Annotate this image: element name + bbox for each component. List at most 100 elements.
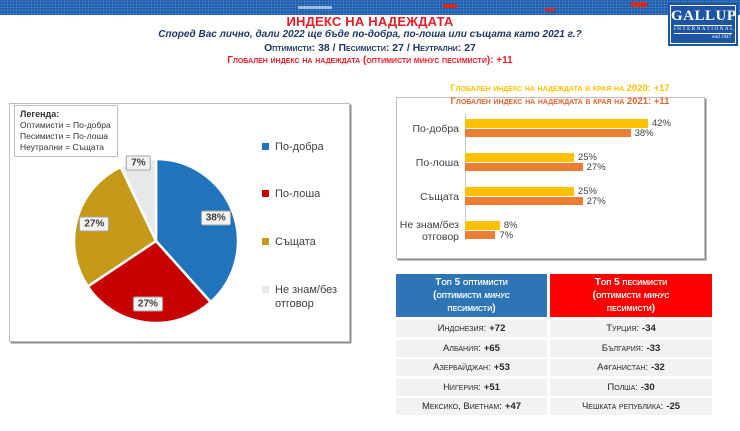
country-label: България: [601,342,644,354]
bar-2021 [465,230,496,239]
country-value: -30 [640,381,655,393]
pessimists-table: Топ 5 песимисти (оптимисти минус песимис… [550,274,712,418]
country-label: Албания: [443,342,481,354]
bar-category-label: По-лоша [415,157,459,169]
country-label: Турция: [606,323,640,334]
table-row: Азербайджан: +53 [396,359,547,376]
optimists-rows: Индонезия: +72 Албания: +65 Азербайджан: +53 Н… [396,317,547,418]
country-value: -32 [651,362,665,373]
stats-line: Оптимисти: 38 / Песимисти: 27 / Неутралн… [264,42,476,54]
optimists-table-header: Топ 5 оптимисти (оптимисти минус песимис… [396,274,547,317]
bar-value-label: 25% [577,152,597,163]
pessimists-table-header: Топ 5 песимисти (оптимисти минус песимис… [550,274,712,317]
gallup-logo-established: estd 1947 [711,35,731,40]
country-value: +51 [483,381,500,393]
banner-decoration [545,8,555,11]
legend-box-line: Песимисти = По-лоша [20,131,109,141]
pie-chart-panel: Легенда: Оптимисти = По-добра Песимисти … [9,103,350,342]
table-row: Индонезия: +72 [396,320,547,337]
bar-2021 [465,128,631,137]
table-header-line: (оптимисти минус [433,290,510,301]
gallup-logo-name: GALLUP [671,8,736,24]
pie-chart [72,157,240,325]
pessimists-rows: Турция: -34 България: -33 Афганистан: -32 Полш… [550,317,712,418]
country-label: Нигерия: [443,381,481,393]
optimists-table: Топ 5 оптимисти (оптимисти минус песимис… [396,274,547,418]
pie-data-label: 27% [79,216,110,232]
survey-question: Според Вас лично, дали 2022 ще бъде по-д… [158,29,582,40]
country-label: Индонезия: [437,323,487,334]
bar-value-label: 27% [586,161,606,173]
country-value: -34 [642,323,656,334]
table-row: Полша: -30 [550,378,712,396]
bar-value-label: 25% [577,186,597,197]
pie-legend-item: Същата [262,235,348,249]
country-value: +47 [504,401,522,412]
pie-legend-item: Не знам/без отговор [262,283,348,311]
pie-legend-item: По-добра [262,140,348,154]
table-header-line: песимисти) [447,303,496,314]
bar-value-label: 8% [503,220,518,231]
legend-box: Легенда: Оптимисти = По-добра Песимисти … [14,105,118,157]
pie-legend-item: По-лоша [262,187,348,201]
legend-label: По-лоша [275,188,321,200]
country-value: -25 [666,401,681,412]
bar-2020 [465,153,574,162]
pie-slice-3 [72,165,158,288]
pie-data-label: 38% [200,210,231,226]
bar-value-label: 7% [499,229,514,241]
table-row: Чешката република: -25 [550,398,712,415]
country-label: Мексико, Виетнам: [421,401,502,412]
country-label: Азербайджан: [433,362,491,373]
legend-swatch [262,143,269,150]
legend-label: Не знам/без отговор [275,284,338,310]
bar-value-label: 27% [586,195,606,207]
bar-value-label: 38% [634,127,654,139]
country-label: Чешката република: [581,401,664,412]
bar-chart-annotation-2021: Глобален индекс на надеждата в края на 2… [450,96,670,107]
pie-data-label: 7% [126,155,151,171]
legend-label: Същата [275,236,316,248]
country-value: -33 [646,342,661,354]
banner-decoration [298,6,332,9]
legend-swatch [262,286,269,293]
country-label: Полша: [607,381,638,393]
legend-box-title: Легенда: [20,109,60,119]
bar-2020 [465,221,500,230]
table-row: България: -33 [550,339,712,357]
country-value: +53 [493,362,510,373]
table-header-line: песимисти) [606,303,656,314]
country-value: +72 [489,323,506,334]
bar-category-label: По-добра [412,123,459,135]
country-value: +65 [483,342,500,354]
bar-2021 [465,162,583,171]
pie-slice-2 [86,239,212,325]
bar-2020 [465,187,574,196]
bar-value-label: 42% [651,118,671,129]
country-label: Афганистан: [597,362,649,373]
bar-2021 [465,196,583,205]
table-header-line: Топ 5 оптимисти [435,277,508,288]
banner-decoration [631,2,647,7]
table-row: Афганистан: -32 [550,359,712,376]
world-map-banner [0,0,740,15]
bar-chart-panel: По-добра 42% 38% По-лоша 25% 27% Същата 25% 27% Н… [396,97,705,259]
table-header-line: Топ 5 песимисти [594,277,668,288]
bar-category-label: Същата [420,191,459,203]
legend-swatch [262,238,269,245]
bar-category-label: Не знам/без отговор [399,219,459,243]
legend-swatch [262,190,269,197]
pie-data-label: 27% [132,296,163,312]
legend-box-line: Неутрални = Същата [20,142,104,152]
gallup-logo: GALLUP INTERNATIONAL estd 1947 [668,3,738,46]
legend-label: По-добра [275,141,324,153]
global-index-line: Глобален индекс на надеждата (оптимисти … [227,55,513,66]
pie-slice-1 [154,157,240,304]
bar-chart-annotation-2020: Глобален индекс на надеждата в края на 2… [450,83,670,94]
table-row: Турция: -34 [550,320,712,337]
bar-chart-axis [465,114,466,240]
table-header-line: (оптимисти минус [592,290,670,301]
banner-decoration [443,4,457,8]
table-row: Албания: +65 [396,339,547,357]
